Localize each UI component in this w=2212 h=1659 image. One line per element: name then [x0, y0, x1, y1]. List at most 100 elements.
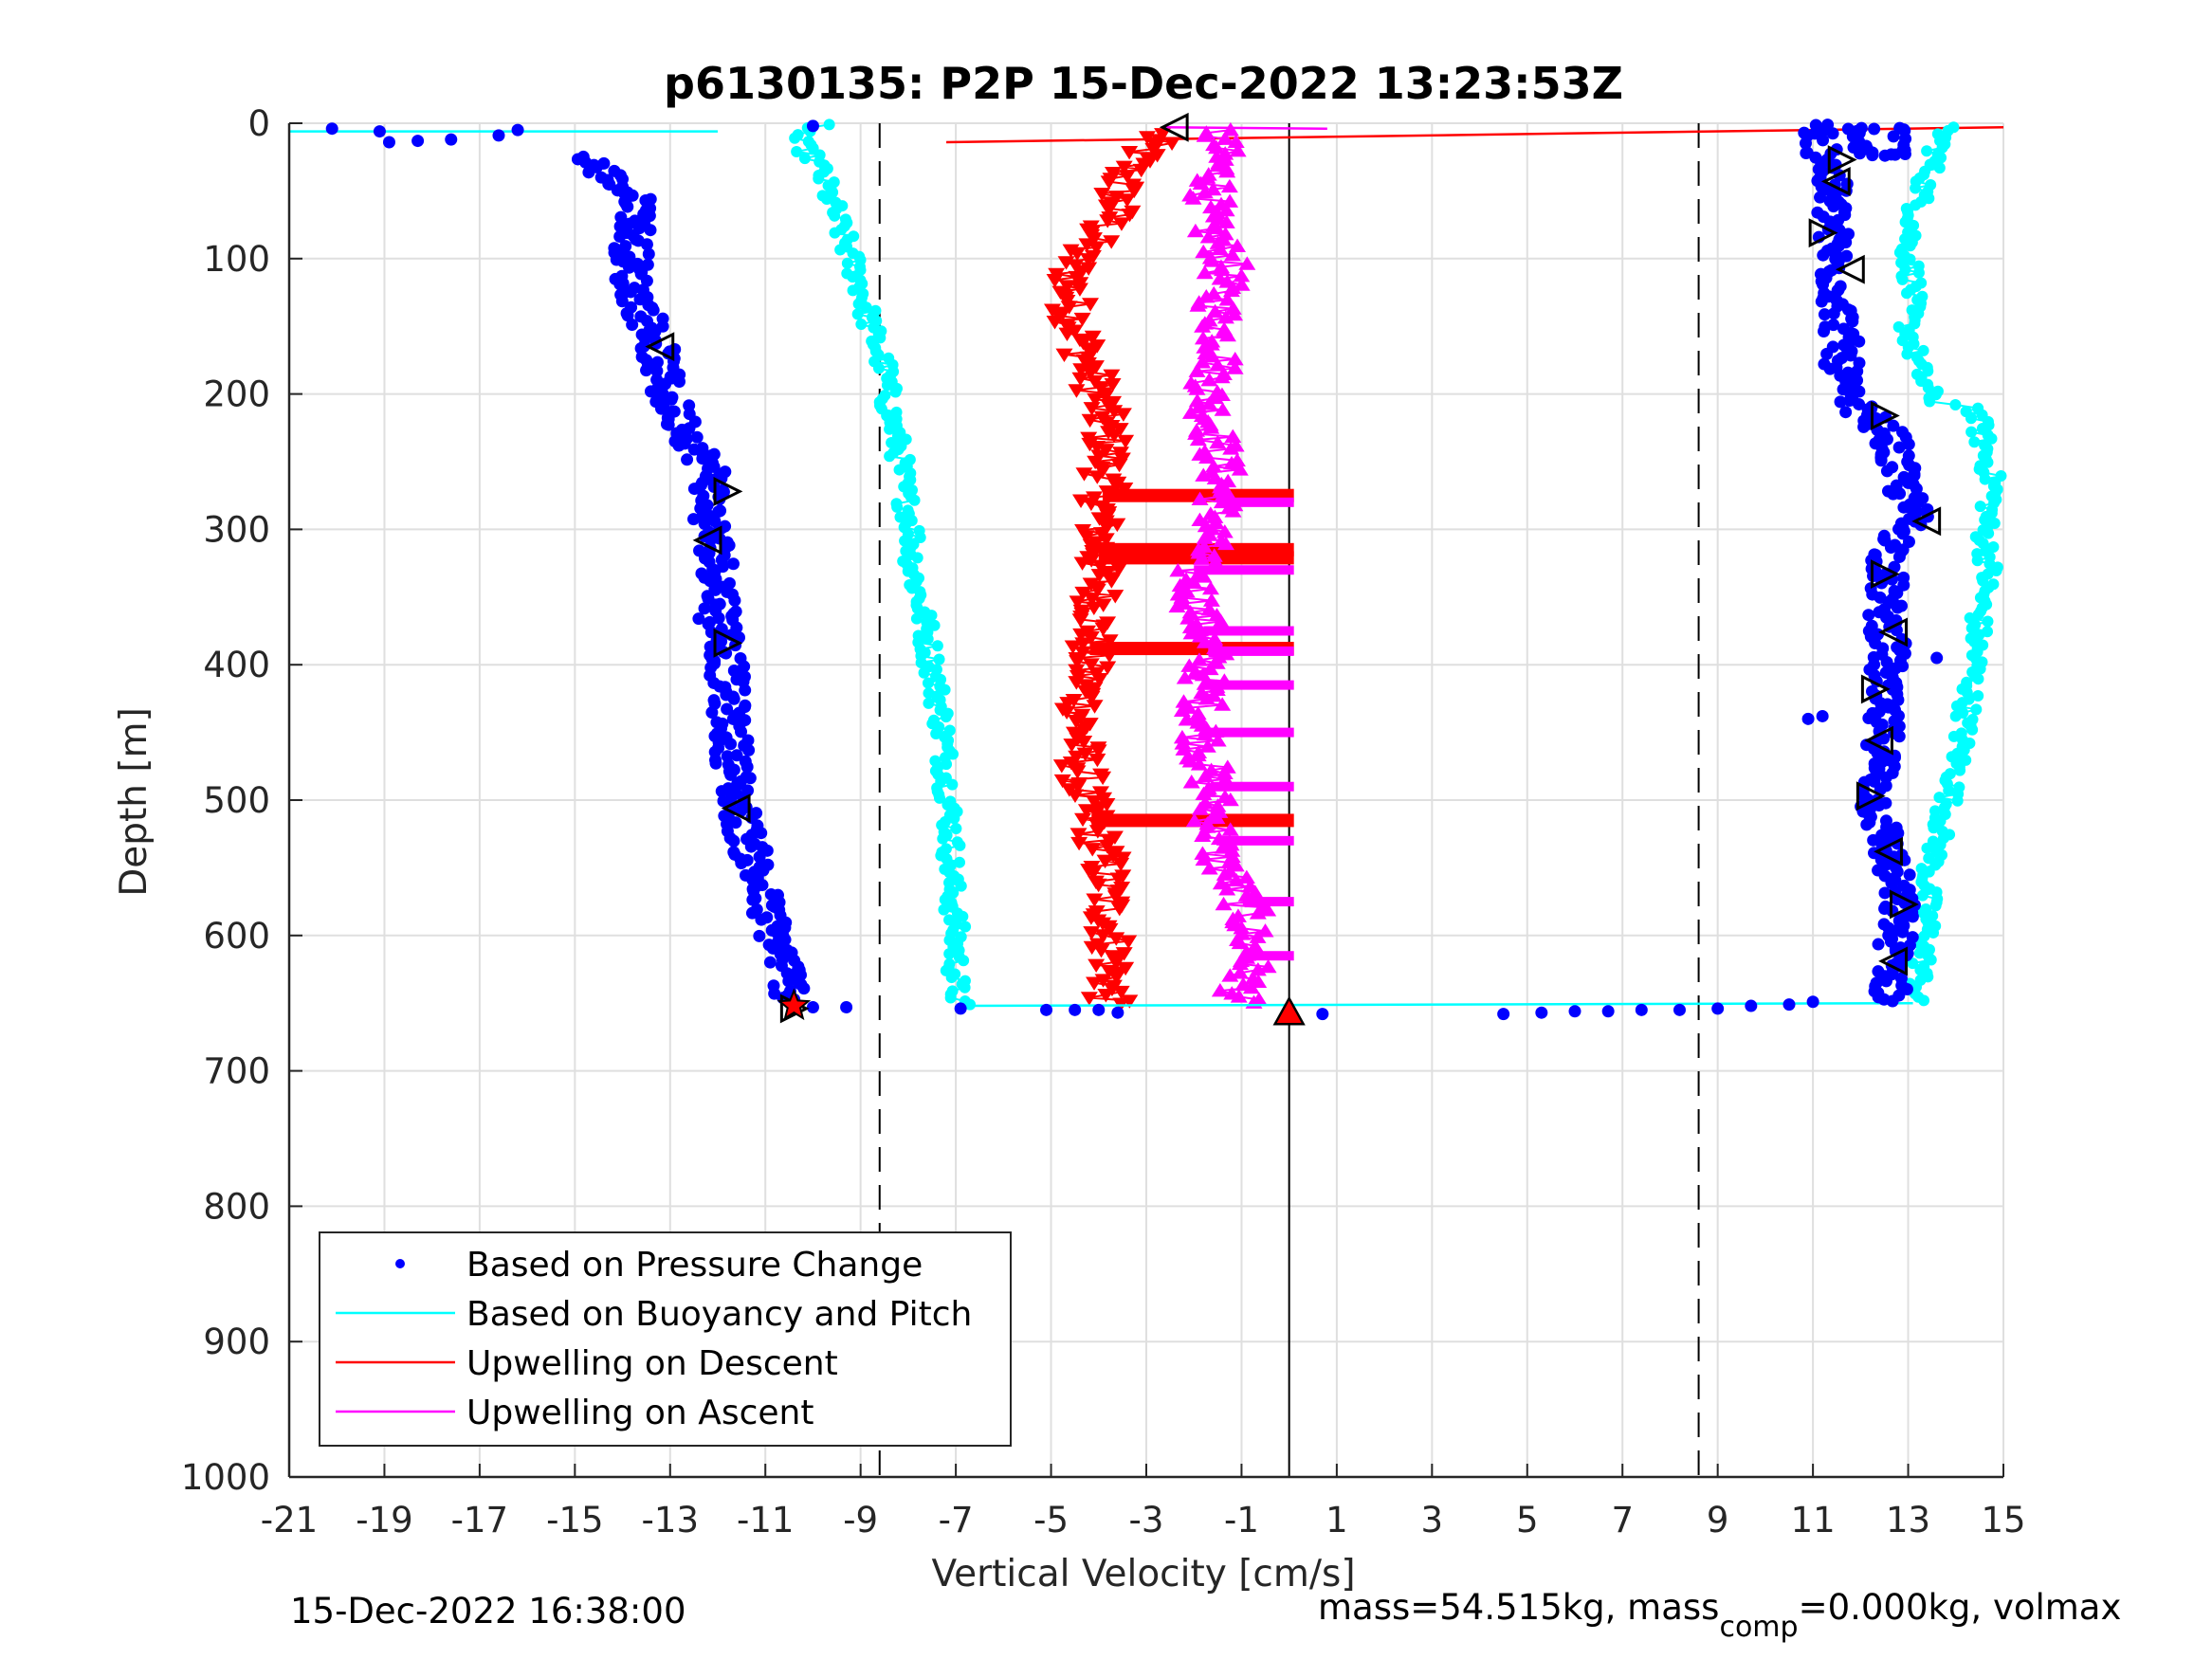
y-axis-label: Depth [m] [113, 707, 155, 897]
descent-point [1121, 208, 1139, 223]
descent-point [1101, 648, 1119, 664]
buoyancy-point [923, 697, 935, 709]
ascent-point [1189, 431, 1207, 447]
end-star-marker [777, 988, 812, 1021]
ascent-point [1197, 768, 1215, 783]
buoyancy-point [934, 792, 946, 804]
pressure-point [373, 125, 386, 138]
descent-point [1086, 976, 1104, 991]
pressure-point [727, 692, 740, 705]
ascent-point [1224, 301, 1242, 315]
ascent-point [1206, 303, 1224, 319]
buoyancy-point [910, 612, 923, 625]
pressure-point [1862, 609, 1875, 622]
ascent-point [1184, 191, 1202, 205]
buoyancy-point [1972, 673, 1984, 685]
ascent-point [1190, 652, 1208, 666]
ascent-point [1216, 131, 1234, 145]
pressure-point [642, 247, 655, 261]
descent-point [1069, 246, 1087, 262]
ascent-point [1223, 455, 1241, 470]
pressure-point [753, 929, 766, 942]
descent-point [1103, 235, 1121, 249]
descent-point [1074, 812, 1092, 828]
ascent-point [1244, 893, 1262, 908]
buoyancy-point [948, 812, 960, 825]
descent-point [1097, 989, 1115, 1003]
pressure-point [1806, 995, 1819, 1009]
pressure-point [1818, 308, 1831, 321]
ascent-point [1233, 267, 1251, 283]
ascent-point [1230, 989, 1248, 1003]
ascent-point [1238, 256, 1256, 270]
descent-point [1115, 160, 1133, 175]
buoyancy-point [884, 423, 896, 435]
ascent-point [1256, 923, 1274, 938]
pressure-point [1878, 886, 1892, 900]
pressure-point [735, 725, 748, 738]
pressure-point [728, 593, 741, 607]
buoyancy-point [946, 778, 959, 791]
descent-point [1098, 839, 1116, 854]
ascent-point [1196, 530, 1214, 544]
x-tick-label: -9 [843, 1500, 878, 1540]
pressure-point [724, 768, 738, 781]
pressure-triangle-marker [1870, 559, 1900, 589]
pressure-point [672, 439, 686, 452]
ascent-point [1191, 491, 1209, 505]
descent-point [1068, 384, 1086, 398]
pressure-point [1801, 146, 1814, 159]
buoyancy-point [960, 921, 972, 933]
pressure-point [1601, 1005, 1615, 1018]
x-tick-label: -21 [261, 1500, 318, 1540]
pressure-point [640, 354, 653, 367]
pressure-point [1897, 501, 1910, 514]
pressure-point [687, 483, 701, 496]
pressure-point [696, 452, 709, 465]
y-tick-label: 600 [203, 916, 270, 957]
x-tick-label: 3 [1421, 1500, 1444, 1540]
pressure-point [1823, 362, 1837, 375]
descent-point [1112, 857, 1130, 872]
descent-point [1098, 541, 1116, 556]
buoyancy-point [851, 308, 864, 320]
ascent-point [1174, 736, 1192, 750]
buoyancy-point [1896, 273, 1909, 285]
pressure-point [662, 418, 675, 431]
pressure-point [1878, 149, 1892, 162]
descent-point [1101, 202, 1119, 217]
y-tick-label: 700 [203, 1051, 270, 1092]
pressure-triangle-marker [1870, 401, 1900, 430]
descent-point [1093, 187, 1111, 202]
x-tick-label: -3 [1129, 1500, 1164, 1540]
ascent-point [1207, 723, 1225, 738]
buoyancy-point [943, 948, 956, 960]
pressure-point [1892, 693, 1905, 706]
buoyancy-point [1913, 947, 1926, 959]
descent-point [1107, 971, 1125, 985]
pressure-point [1887, 419, 1900, 432]
ascent-point [1200, 601, 1218, 616]
descent-point [1053, 774, 1071, 789]
pressure-point [1857, 420, 1871, 433]
descent-point [1118, 193, 1136, 208]
pressure-point [1880, 656, 1893, 669]
buoyancy-point [1943, 785, 1955, 797]
x-tick-label: 1 [1325, 1500, 1348, 1540]
buoyancy-point [886, 437, 898, 449]
pressure-point [621, 309, 634, 322]
buoyancy-point [1910, 199, 1922, 211]
descent-point [1046, 274, 1064, 288]
descent-point [1163, 137, 1181, 151]
pressure-point [647, 303, 660, 317]
pressure-point [806, 1000, 819, 1013]
descent-point [1118, 170, 1136, 184]
ascent-point [1249, 905, 1267, 920]
buoyancy-point [1970, 703, 1983, 716]
pressure-point [1535, 1006, 1548, 1019]
pressure-point [1815, 295, 1828, 308]
ascent-point [1195, 851, 1213, 866]
descent-point [1088, 470, 1106, 484]
descent-point [1125, 184, 1143, 199]
pressure-point [735, 857, 748, 870]
